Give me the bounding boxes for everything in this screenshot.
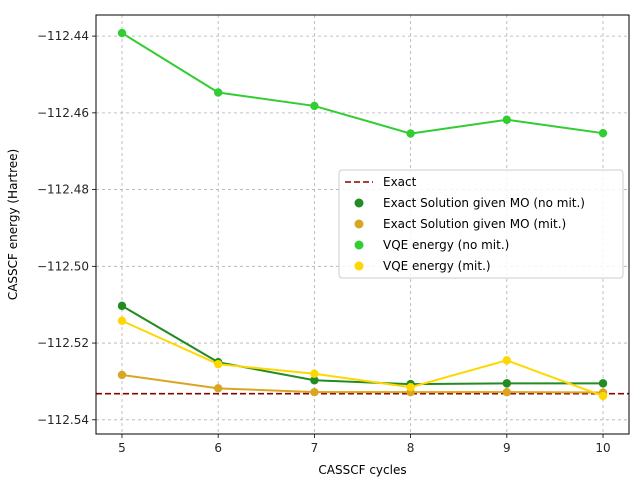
data-point xyxy=(213,359,223,369)
series-3 xyxy=(117,316,608,401)
data-point xyxy=(598,391,608,401)
legend-box xyxy=(338,169,624,279)
data-point xyxy=(117,370,127,380)
plot-frame xyxy=(95,14,630,435)
legend-swatch xyxy=(354,198,364,208)
data-point xyxy=(598,379,608,388)
x-tick-label: 6 xyxy=(214,441,222,455)
legend-swatch xyxy=(354,219,364,229)
y-tick-label: −112.52 xyxy=(37,336,89,350)
y-tick-label: −112.48 xyxy=(37,183,89,197)
data-point xyxy=(117,316,127,326)
legend: Exact Exact Solution given MO (no mit.) Ex… xyxy=(338,169,624,279)
y-tick-label: −112.46 xyxy=(37,106,89,120)
y-tick-label: −112.44 xyxy=(37,29,89,43)
y-axis: −112.44 −112.46 −112.48 −112.50 −112.52 −112.… xyxy=(37,29,96,427)
series-layer xyxy=(117,28,608,401)
x-axis: 5 6 7 8 9 10 xyxy=(118,434,611,455)
data-point xyxy=(310,387,319,397)
data-point xyxy=(598,128,608,138)
data-point xyxy=(406,382,415,392)
data-point xyxy=(213,88,223,97)
data-point xyxy=(502,356,512,365)
legend-label: Exact Solution given MO (mit.) xyxy=(383,217,566,231)
x-axis-label: CASSCF cycles xyxy=(318,463,406,477)
legend-label: VQE energy (no mit.) xyxy=(383,238,509,252)
legend-label: Exact xyxy=(383,175,417,189)
data-point xyxy=(310,369,319,378)
data-point xyxy=(117,301,127,311)
series-line xyxy=(121,304,604,386)
series-line xyxy=(121,32,604,135)
legend-label: VQE energy (mit.) xyxy=(383,259,491,273)
data-point xyxy=(310,101,319,111)
legend-swatch xyxy=(354,240,364,250)
x-tick-label: 8 xyxy=(407,441,415,455)
data-point xyxy=(502,387,512,397)
series-line xyxy=(121,319,604,397)
y-tick-label: −112.54 xyxy=(37,413,89,427)
data-point xyxy=(406,129,415,138)
data-point xyxy=(213,384,223,393)
x-tick-label: 7 xyxy=(311,441,319,455)
series-2 xyxy=(117,28,608,138)
y-axis-label: CASSCF energy (Hartree) xyxy=(6,149,20,300)
data-point xyxy=(502,115,512,124)
x-tick-label: 10 xyxy=(595,441,610,455)
legend-label: Exact Solution given MO (no mit.) xyxy=(383,196,585,210)
data-point xyxy=(310,376,319,385)
data-point xyxy=(117,28,127,38)
series-line xyxy=(121,373,604,394)
legend-swatch xyxy=(354,261,364,271)
data-point xyxy=(502,379,512,388)
x-tick-label: 9 xyxy=(503,441,511,455)
x-tick-label: 5 xyxy=(118,441,126,455)
y-tick-label: −112.50 xyxy=(37,259,89,273)
